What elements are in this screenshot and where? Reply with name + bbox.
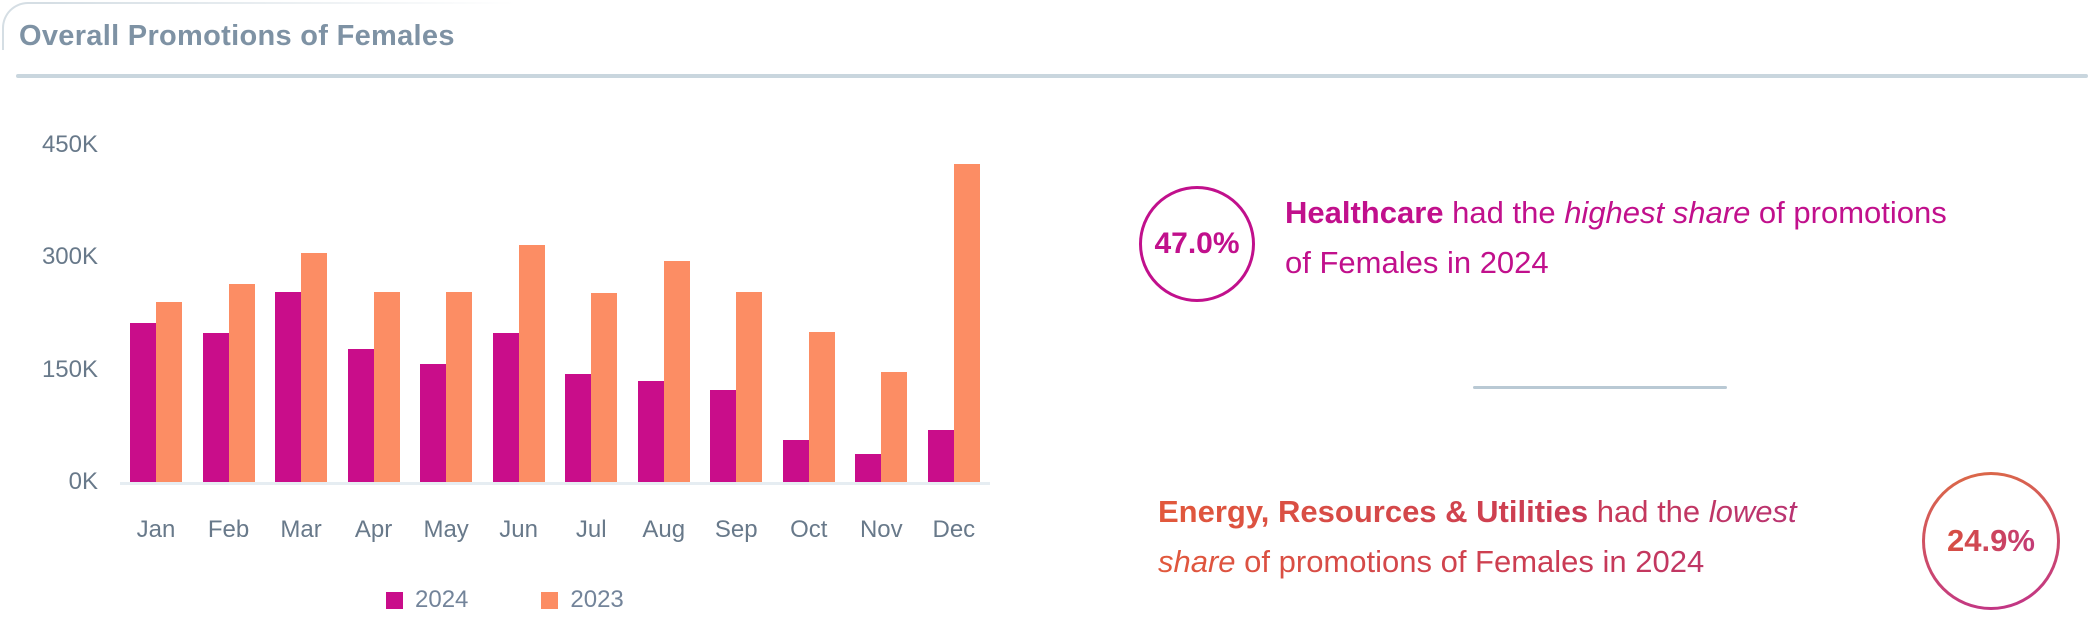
stat-text-highest: Healthcare had the highest share of prom… [1285, 188, 2085, 288]
text-segment: Healthcare [1285, 195, 1444, 230]
bar-2023-sep[interactable] [736, 291, 763, 482]
text-segment: share [1158, 544, 1236, 579]
legend-label-2024: 2024 [415, 586, 469, 613]
x-tick-dec: Dec [932, 516, 976, 543]
legend: 2024 2023 [386, 586, 624, 614]
y-tick-150K: 150K [41, 355, 98, 383]
stat-text-lowest: Energy, Resources & Utilities had the lo… [1158, 487, 1918, 587]
legend-label-2023: 2023 [570, 586, 624, 613]
bar-2024-jun[interactable] [492, 333, 519, 482]
legend-swatch-2024 [386, 591, 403, 609]
bar-2023-dec[interactable] [953, 163, 980, 482]
text-segment: of promotions [1750, 195, 1947, 230]
bar-2024-sep[interactable] [710, 389, 737, 482]
text-segment: of Females in 2024 [1285, 245, 1549, 280]
promotions-bar-chart [120, 145, 990, 485]
x-tick-jul: Jul [575, 516, 607, 543]
x-tick-apr: Apr [354, 516, 393, 543]
bar-2023-apr[interactable] [373, 291, 400, 482]
card-top-border [46, 2, 516, 4]
x-tick-oct: Oct [790, 516, 828, 543]
text-segment: highest share [1564, 195, 1751, 230]
y-tick-450K: 450K [41, 131, 98, 158]
bar-group-may [420, 291, 473, 482]
bar-2023-nov[interactable] [881, 371, 908, 482]
x-tick-jun: Jun [499, 516, 538, 543]
legend-item-2024[interactable]: 2024 [386, 586, 468, 614]
x-tick-sep: Sep [714, 516, 758, 543]
bar-2024-mar[interactable] [275, 291, 302, 482]
x-tick-mar: Mar [280, 516, 322, 543]
bar-2023-jan[interactable] [156, 301, 182, 482]
bar-group-dec [927, 163, 980, 482]
x-tick-nov: Nov [859, 516, 903, 543]
bar-2023-jun[interactable] [518, 244, 545, 482]
text-segment: of promotions of Females in 2024 [1235, 544, 1705, 579]
y-tick-300K: 300K [41, 243, 98, 271]
text-segment: lowest [1708, 494, 1797, 529]
text-segment: Energy, Resources & Utilities [1158, 494, 1589, 529]
stat-circle-highest: 47.0% [1139, 186, 1255, 302]
x-axis: Jan Feb Mar Apr May Jun Jul Aug Sep Oct Nov Dec [120, 516, 990, 544]
callouts-divider [1473, 386, 1727, 389]
bar-group-apr [347, 291, 400, 482]
bar-2024-may[interactable] [420, 364, 447, 482]
title-divider [16, 74, 2088, 78]
bar-2024-jul[interactable] [565, 374, 592, 482]
bar-group-aug [637, 261, 690, 482]
y-tick-0K: 0K [68, 468, 98, 495]
bar-2024-aug[interactable] [637, 380, 664, 482]
bar-group-jan [130, 301, 182, 482]
x-tick-aug: Aug [642, 516, 686, 543]
stat-value-lowest: 24.9% [1947, 523, 2035, 558]
x-axis-baseline [120, 482, 990, 485]
bar-2024-nov[interactable] [855, 453, 882, 482]
bar-group-oct [782, 332, 835, 482]
stat-circle-lowest: 24.9% [1922, 472, 2060, 610]
legend-swatch-2023 [541, 591, 559, 609]
bar-group-mar [275, 252, 328, 482]
bar-2024-apr[interactable] [347, 348, 374, 482]
bar-group-jun [492, 244, 545, 482]
bar-group-nov [855, 371, 908, 482]
x-tick-jan: Jan [136, 516, 176, 543]
bar-2023-jul[interactable] [591, 292, 618, 482]
bars-row [120, 145, 990, 482]
x-tick-feb: Feb [207, 516, 250, 543]
card-corner-border [2, 2, 50, 50]
bar-2024-feb[interactable] [202, 333, 229, 482]
stat-value-highest: 47.0% [1154, 227, 1240, 260]
bar-2023-aug[interactable] [663, 261, 690, 482]
legend-item-2023[interactable]: 2023 [541, 586, 624, 614]
bar-group-jul [565, 292, 618, 482]
bar-2024-oct[interactable] [782, 440, 809, 482]
bar-2023-feb[interactable] [228, 283, 255, 482]
bar-group-feb [202, 283, 255, 482]
bar-2024-jan[interactable] [130, 323, 156, 482]
bar-2023-may[interactable] [446, 291, 473, 482]
bar-2024-dec[interactable] [927, 430, 954, 482]
y-axis: 450K 300K 150K 0K [20, 131, 98, 495]
bar-2023-mar[interactable] [301, 252, 328, 482]
text-segment: had the [1443, 195, 1565, 230]
x-tick-may: May [423, 516, 469, 543]
text-segment: had the [1588, 494, 1709, 529]
bar-2023-oct[interactable] [808, 332, 835, 482]
bar-group-sep [710, 291, 763, 482]
card-title: Overall Promotions of Females [19, 20, 455, 52]
